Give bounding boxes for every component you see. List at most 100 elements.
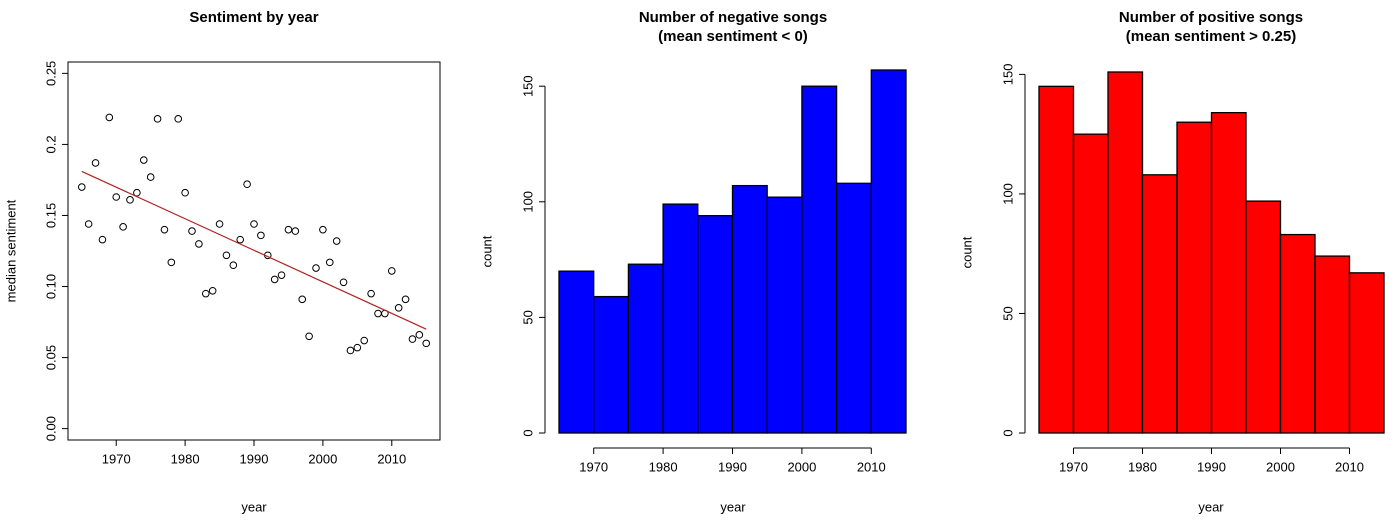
x-tick-label: 1990: [718, 459, 747, 474]
y-tick-label: 50: [520, 310, 535, 324]
point: [346, 346, 355, 355]
point: [367, 289, 375, 298]
y-tick-label: 0.00: [43, 416, 58, 441]
chart-title: Sentiment by year: [189, 9, 318, 26]
bar: [731, 184, 768, 434]
point: [257, 231, 265, 240]
y-tick-label: 150: [520, 75, 535, 97]
x-tick-label: 1970: [1059, 459, 1088, 474]
chart-title: Number of positive songs: [1119, 9, 1303, 26]
point: [291, 227, 300, 235]
bar: [1245, 200, 1282, 434]
trend-line: [81, 170, 427, 330]
bar: [801, 85, 838, 434]
bar: [593, 295, 630, 434]
y-axis-label: count: [479, 235, 494, 267]
bar: [1038, 85, 1075, 434]
x-tick-label: 2010: [377, 451, 406, 466]
y-tick-label: 0.25: [43, 61, 58, 86]
point: [215, 220, 224, 228]
x-tick-label: 1980: [1128, 459, 1157, 474]
point: [188, 227, 196, 235]
y-axis-label: count: [959, 236, 974, 268]
bar: [766, 196, 803, 434]
point: [84, 220, 93, 228]
bar: [627, 263, 664, 434]
bar: [662, 203, 699, 434]
point: [91, 159, 100, 167]
bar: [1348, 272, 1385, 434]
point: [415, 331, 424, 339]
point: [139, 156, 148, 164]
point: [387, 267, 396, 275]
point: [181, 188, 189, 197]
y-tick-label: 50: [1000, 306, 1015, 320]
x-tick-label: 2010: [857, 459, 886, 474]
y-tick-label: 0: [520, 429, 535, 436]
x-tick-label: 1990: [240, 451, 269, 466]
y-tick-label: 0.05: [43, 345, 58, 370]
point: [105, 113, 114, 122]
point: [229, 261, 238, 270]
x-axis-label: year: [241, 499, 267, 514]
x-tick-label: 1970: [579, 459, 608, 474]
point: [167, 258, 176, 267]
bar: [870, 69, 907, 434]
y-tick-label: 0.2: [43, 135, 58, 153]
point: [160, 225, 169, 234]
x-tick-label: 1970: [102, 451, 131, 466]
point: [236, 235, 245, 244]
point: [270, 275, 279, 284]
chart-title: Number of negative songs: [639, 9, 827, 26]
point: [250, 220, 258, 228]
point: [77, 183, 86, 191]
y-tick-label: 100: [1000, 183, 1015, 205]
point: [277, 271, 286, 279]
y-tick-label: 0.15: [43, 203, 58, 228]
point: [360, 336, 369, 345]
y-axis-label: median sentiment: [3, 199, 18, 302]
point: [305, 332, 313, 341]
point: [319, 225, 327, 234]
point: [153, 115, 162, 123]
bar: [558, 270, 595, 434]
point: [325, 258, 334, 267]
chart-subtitle: (mean sentiment < 0): [658, 28, 808, 45]
point: [339, 278, 348, 287]
x-axis-label: year: [720, 499, 746, 514]
bar: [1072, 133, 1109, 434]
point: [201, 289, 210, 298]
y-tick-label: 0.10: [43, 274, 58, 299]
bar: [1210, 111, 1247, 434]
point: [146, 173, 155, 181]
point: [422, 339, 431, 348]
point: [174, 115, 183, 123]
point: [243, 180, 251, 189]
x-tick-label: 2000: [787, 459, 816, 474]
point: [394, 304, 403, 312]
bar: [1141, 174, 1178, 434]
point: [112, 193, 121, 201]
point: [195, 240, 203, 248]
x-tick-label: 1980: [649, 459, 678, 474]
y-tick-label: 150: [1000, 64, 1015, 86]
point: [408, 335, 417, 343]
bar: [1279, 233, 1316, 434]
point: [374, 309, 382, 318]
y-tick-label: 0: [1000, 429, 1015, 436]
y-tick-label: 100: [520, 191, 535, 213]
x-tick-label: 2000: [308, 451, 337, 466]
x-tick-label: 2010: [1335, 459, 1364, 474]
point: [119, 223, 127, 231]
bar: [1176, 121, 1213, 434]
bar: [1107, 71, 1144, 434]
bar: [697, 215, 734, 434]
point: [353, 343, 362, 352]
x-tick-label: 1980: [171, 451, 200, 466]
point: [401, 295, 410, 304]
bar: [835, 182, 872, 434]
point: [332, 237, 341, 245]
point: [298, 295, 307, 304]
